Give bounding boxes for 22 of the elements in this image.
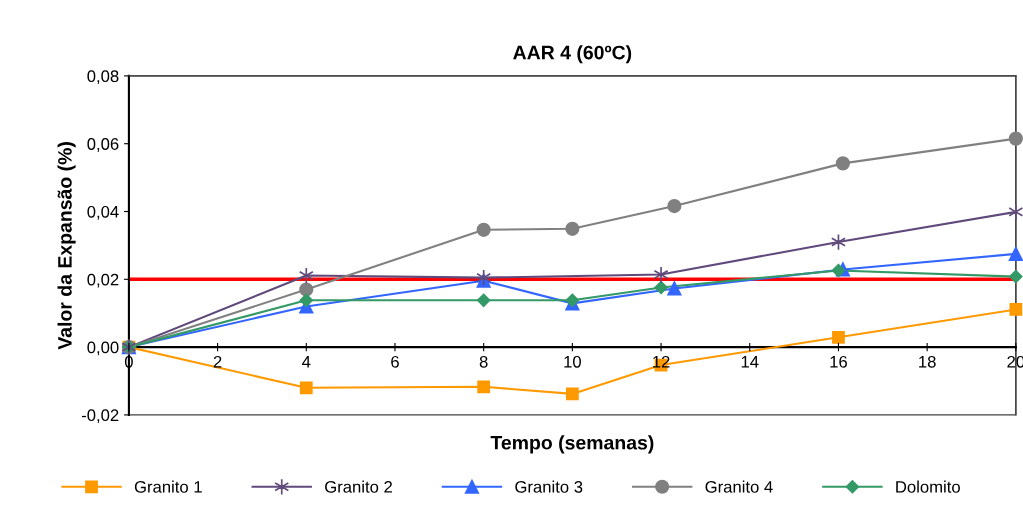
x-tick-label: 14: [741, 356, 759, 368]
y-tick-label: 0,06: [87, 138, 119, 152]
y-tick-label: 0,00: [87, 341, 119, 356]
legend-label: Granito 2: [325, 480, 392, 493]
x-tick-label: 4: [302, 356, 311, 368]
x-tick-label: 6: [391, 355, 399, 368]
y-axis-title: Valor da Expansão (%): [57, 142, 76, 350]
x-tick-label: 16: [830, 355, 847, 368]
x-tick-label: 18: [919, 355, 936, 368]
y-tick-label: 0,08: [87, 70, 119, 85]
legend-label: Granito 3: [515, 480, 583, 493]
y-tick-label: 0,02: [87, 273, 119, 288]
x-tick-label: 10: [564, 355, 581, 368]
legend-label: Granito 4: [705, 480, 773, 493]
legend-label: Granito 1: [134, 480, 202, 493]
legend-label: Dolomito: [896, 480, 960, 493]
x-tick-label: 2: [213, 355, 222, 368]
y-tick-label: -0,02: [81, 409, 119, 424]
y-tick-label: 0,04: [87, 205, 119, 220]
chart-title: AAR 4 (60ºC): [513, 45, 632, 64]
x-tick-label: 8: [479, 355, 488, 368]
x-axis-title: Tempo (semanas): [490, 435, 654, 454]
